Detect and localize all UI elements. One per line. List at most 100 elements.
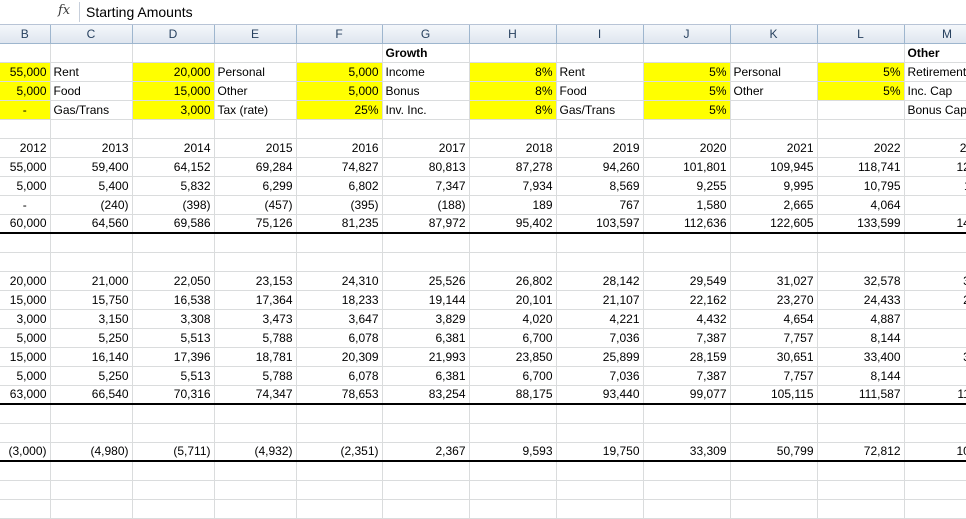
cell[interactable]: Food [556, 81, 644, 101]
cell[interactable]: 2015 [214, 137, 297, 158]
cell[interactable]: 32,578 [817, 271, 905, 291]
cell[interactable]: 2012 [0, 137, 51, 158]
cell[interactable]: 23,270 [730, 290, 818, 310]
cell[interactable]: 70,316 [132, 385, 215, 405]
cell[interactable]: 4,064 [817, 195, 905, 215]
cell[interactable] [643, 233, 731, 253]
cell[interactable]: 59,400 [50, 157, 133, 177]
cell[interactable] [0, 404, 51, 424]
column-header-h[interactable]: H [469, 25, 557, 44]
cell[interactable]: 8% [469, 81, 557, 101]
cell[interactable] [730, 499, 818, 519]
cell[interactable] [132, 461, 215, 481]
cell[interactable]: 8,569 [556, 176, 644, 196]
cell[interactable]: 112,636 [643, 214, 731, 234]
cell[interactable]: 83,254 [382, 385, 470, 405]
column-header-i[interactable]: I [556, 25, 644, 44]
cell[interactable]: Inv. Inc. [382, 100, 470, 120]
cell[interactable]: 5,513 [132, 328, 215, 348]
cell[interactable] [556, 461, 644, 481]
cell[interactable] [817, 252, 905, 272]
cell[interactable]: 28,159 [643, 347, 731, 367]
cell[interactable]: 6,078 [296, 366, 383, 386]
cell[interactable]: 2,367 [382, 442, 470, 462]
cell[interactable] [469, 480, 557, 500]
cell[interactable] [730, 480, 818, 500]
cell[interactable] [0, 423, 51, 443]
cell[interactable] [730, 423, 818, 443]
cell[interactable]: 7,036 [556, 366, 644, 386]
cell[interactable]: 24,310 [296, 271, 383, 291]
cell[interactable] [643, 461, 731, 481]
cell[interactable] [296, 480, 383, 500]
cell[interactable] [214, 423, 297, 443]
cell[interactable] [469, 499, 557, 519]
cell[interactable]: 8% [469, 100, 557, 120]
cell[interactable] [382, 480, 470, 500]
cell[interactable]: 4,020 [469, 309, 557, 329]
cell[interactable]: 26,802 [469, 271, 557, 291]
cell[interactable]: 5,000 [296, 81, 383, 101]
cell[interactable]: 145,7 [904, 214, 966, 234]
column-header-j[interactable]: J [643, 25, 731, 44]
cell[interactable]: 2017 [382, 137, 470, 158]
column-header-d[interactable]: D [132, 25, 215, 44]
cell[interactable]: 8,144 [817, 366, 905, 386]
cell[interactable] [132, 423, 215, 443]
cell[interactable]: 122,605 [730, 214, 818, 234]
cell[interactable]: 20,101 [469, 290, 557, 310]
cell[interactable]: 5,8 [904, 195, 966, 215]
cell[interactable]: 10,795 [817, 176, 905, 196]
cell[interactable] [50, 461, 133, 481]
cell[interactable]: 103,597 [556, 214, 644, 234]
cell[interactable]: 28,142 [556, 271, 644, 291]
cell[interactable]: 23,153 [214, 271, 297, 291]
cell[interactable]: 5,832 [132, 176, 215, 196]
cell[interactable]: 5,000 [0, 176, 51, 196]
cell[interactable]: Gas/Trans [556, 100, 644, 120]
cell[interactable]: 87,972 [382, 214, 470, 234]
cell[interactable] [132, 480, 215, 500]
cell[interactable]: 50,799 [730, 442, 818, 462]
cell[interactable]: 64,560 [50, 214, 133, 234]
cell[interactable] [382, 499, 470, 519]
cell[interactable] [643, 252, 731, 272]
cell[interactable]: 5% [643, 100, 731, 120]
cell[interactable] [904, 252, 966, 272]
cell[interactable] [904, 480, 966, 500]
cell[interactable]: 8,5 [904, 366, 966, 386]
cell[interactable]: 60,000 [0, 214, 51, 234]
column-header-f[interactable]: F [296, 25, 383, 44]
cell[interactable] [0, 499, 51, 519]
cell[interactable] [296, 233, 383, 253]
column-header-g[interactable]: G [382, 25, 470, 44]
cell[interactable]: 5,788 [214, 328, 297, 348]
cell[interactable] [469, 233, 557, 253]
cell[interactable]: Growth [382, 43, 470, 63]
cell[interactable] [0, 252, 51, 272]
cell[interactable] [730, 119, 818, 139]
cell[interactable]: 23,850 [469, 347, 557, 367]
cell[interactable]: 74,347 [214, 385, 297, 405]
cell[interactable]: 6,299 [214, 176, 297, 196]
cell[interactable]: 5% [817, 62, 905, 82]
cell[interactable]: 25,899 [556, 347, 644, 367]
cell[interactable]: (457) [214, 195, 297, 215]
cell[interactable]: 16,140 [50, 347, 133, 367]
cell[interactable]: 189 [469, 195, 557, 215]
cell[interactable]: 66,540 [50, 385, 133, 405]
cell[interactable]: 118,741 [817, 157, 905, 177]
cell[interactable] [817, 499, 905, 519]
cell[interactable] [214, 499, 297, 519]
cell[interactable] [904, 119, 966, 139]
formula-input[interactable]: Starting Amounts [86, 4, 193, 20]
cell[interactable]: Personal [730, 62, 818, 82]
cell[interactable]: 7,347 [382, 176, 470, 196]
cell[interactable]: (395) [296, 195, 383, 215]
cell[interactable]: 3,150 [50, 309, 133, 329]
cell[interactable]: 24,433 [817, 290, 905, 310]
cell[interactable]: Food [50, 81, 133, 101]
cell[interactable]: 5,400 [50, 176, 133, 196]
cell[interactable] [0, 233, 51, 253]
cell[interactable]: Other [904, 43, 966, 63]
